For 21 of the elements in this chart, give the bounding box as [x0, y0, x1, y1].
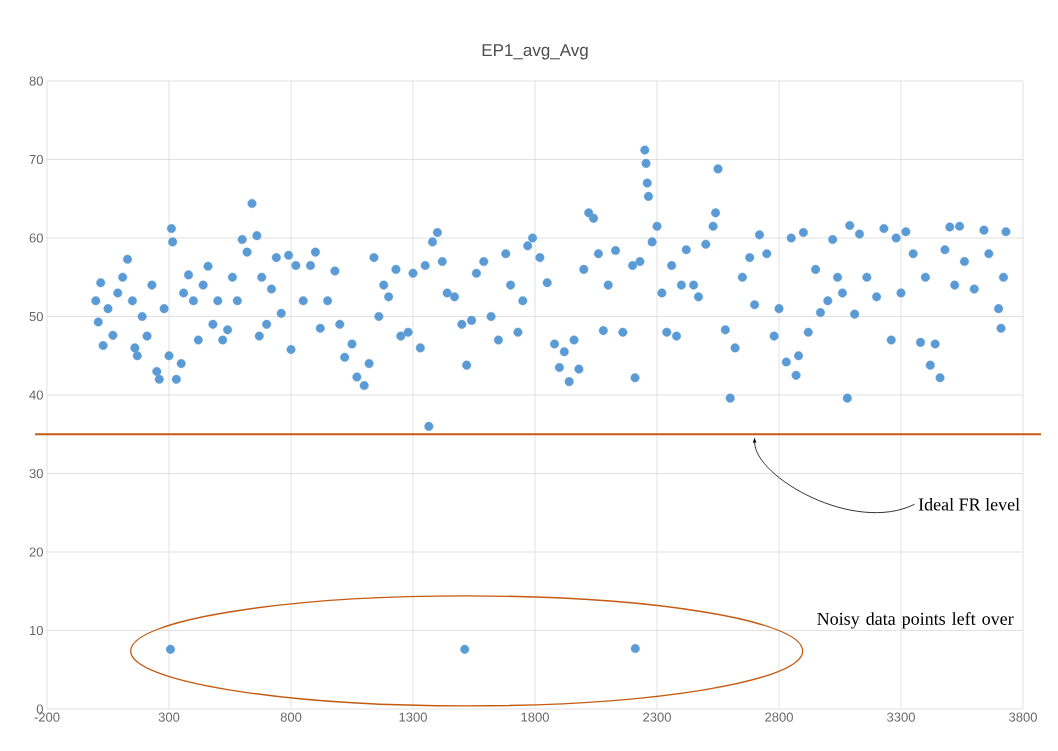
x-tick-label: 300 [158, 712, 180, 722]
x-tick-label: 1800 [521, 712, 549, 722]
annotation: Noisy data points left over [817, 612, 1014, 629]
x-tick-label: 2300 [643, 712, 671, 722]
y-tick-label: 50 [29, 311, 43, 322]
y-tick-label: 10 [30, 625, 43, 636]
x-tick-label: 800 [280, 712, 302, 722]
chart-title: EP1_avg_Avg [482, 44, 588, 60]
x-tick-label: -200 [34, 712, 60, 722]
x-tick-label: 1300 [399, 712, 427, 722]
y-tick-label: 30 [29, 468, 43, 479]
y-tick-label: 0 [36, 704, 43, 714]
x-tick-label: 3300 [887, 712, 915, 722]
y-tick-label: 40 [29, 390, 43, 400]
x-tick-label: 2800 [765, 712, 793, 722]
y-tick-label: 60 [29, 233, 43, 243]
annotation: Ideal FR level [918, 497, 1020, 511]
y-tick-label: 80 [29, 76, 43, 86]
y-tick-label: 20 [29, 547, 43, 557]
x-tick-label: 3800 [1009, 712, 1037, 722]
y-tick-label: 70 [29, 154, 43, 165]
